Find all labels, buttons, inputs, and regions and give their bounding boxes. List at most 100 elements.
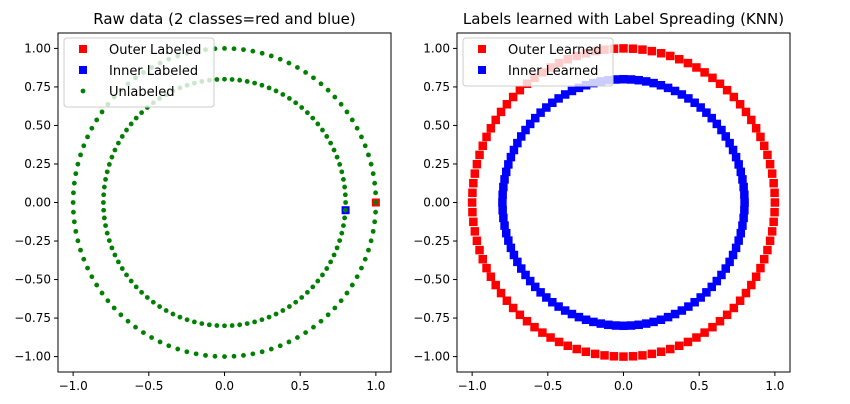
- data-point: [337, 162, 343, 167]
- data-point: [177, 314, 183, 320]
- data-point: [731, 152, 741, 162]
- data-point: [325, 312, 331, 318]
- data-point: [628, 44, 638, 53]
- data-point: [626, 321, 636, 330]
- data-point: [715, 316, 725, 326]
- data-point: [286, 60, 292, 66]
- data-point: [486, 124, 496, 133]
- data-point: [85, 265, 90, 271]
- data-point: [634, 320, 643, 330]
- data-point: [334, 154, 340, 160]
- data-point: [596, 319, 606, 328]
- data-point: [692, 63, 701, 72]
- y-tick-label: −0.25: [14, 234, 51, 248]
- data-point: [509, 145, 519, 155]
- data-point: [729, 303, 739, 313]
- data-point: [150, 299, 156, 305]
- data-point: [324, 134, 330, 139]
- legend-label: Inner Labeled: [109, 64, 198, 79]
- data-point: [191, 319, 197, 325]
- legend-box: [462, 37, 614, 87]
- data-point: [700, 328, 709, 337]
- data-point: [125, 318, 131, 324]
- data-point: [765, 159, 775, 169]
- data-point: [295, 335, 300, 340]
- data-point: [536, 108, 545, 117]
- data-point: [736, 167, 746, 177]
- data-points: [467, 44, 780, 361]
- data-point: [342, 207, 348, 213]
- data-point: [112, 252, 118, 258]
- y-tick-label: −1.00: [413, 350, 450, 364]
- data-point: [277, 343, 283, 349]
- data-point: [112, 147, 118, 153]
- data-point: [277, 56, 283, 62]
- data-point: [736, 228, 746, 238]
- data-point: [728, 145, 738, 155]
- data-point: [554, 337, 564, 347]
- data-point: [581, 347, 591, 356]
- data-point: [707, 282, 717, 292]
- data-point: [303, 330, 309, 336]
- data-point: [250, 351, 256, 357]
- legend: Outer Labeled Inner Labeled Unlabeled: [63, 37, 215, 108]
- data-point: [349, 282, 355, 288]
- data-point: [373, 200, 379, 205]
- data-point: [231, 353, 237, 359]
- data-point: [214, 323, 220, 328]
- data-point: [738, 221, 747, 230]
- data-point: [663, 312, 673, 322]
- data-point: [115, 140, 121, 146]
- data-point: [71, 180, 77, 186]
- data-point: [184, 317, 190, 323]
- x-tick-label: −1.0: [59, 379, 88, 393]
- data-point: [656, 81, 666, 90]
- data-point: [193, 351, 199, 357]
- data-point: [759, 254, 769, 264]
- data-point: [115, 259, 121, 265]
- data-point: [656, 347, 666, 356]
- data-point: [111, 305, 117, 311]
- data-point: [241, 47, 246, 53]
- data-point: [81, 256, 87, 262]
- data-point: [133, 324, 138, 330]
- data-point: [499, 182, 508, 192]
- data-point: [641, 319, 651, 328]
- data-point: [504, 160, 513, 169]
- legend-marker: [80, 88, 86, 94]
- data-point: [315, 278, 321, 284]
- y-tick-label: 0.25: [24, 157, 51, 171]
- data-point: [295, 65, 300, 70]
- y-tick-label: −0.25: [413, 234, 450, 248]
- data-point: [696, 103, 705, 112]
- data-point: [163, 308, 169, 313]
- data-point: [109, 154, 115, 160]
- data-point: [626, 75, 636, 84]
- data-point: [89, 125, 95, 131]
- data-point: [203, 352, 208, 358]
- data-point: [628, 352, 638, 361]
- data-point: [104, 230, 110, 236]
- legend-marker: [478, 45, 486, 53]
- data-point: [767, 169, 777, 178]
- data-point: [717, 125, 726, 135]
- data-point: [517, 132, 526, 141]
- data-point: [273, 311, 279, 317]
- data-point: [506, 243, 516, 253]
- data-point: [756, 263, 765, 273]
- data-point: [139, 110, 145, 116]
- data-point: [344, 109, 350, 115]
- data-point: [729, 92, 739, 102]
- data-point: [554, 302, 563, 311]
- data-point: [649, 78, 658, 88]
- data-point: [75, 161, 81, 167]
- data-point: [515, 310, 525, 320]
- data-point: [683, 58, 693, 68]
- data-point: [175, 346, 181, 352]
- data-point: [343, 200, 348, 205]
- data-point: [684, 302, 693, 311]
- data-point: [700, 68, 709, 77]
- data-point: [670, 86, 680, 96]
- data-point: [530, 282, 540, 292]
